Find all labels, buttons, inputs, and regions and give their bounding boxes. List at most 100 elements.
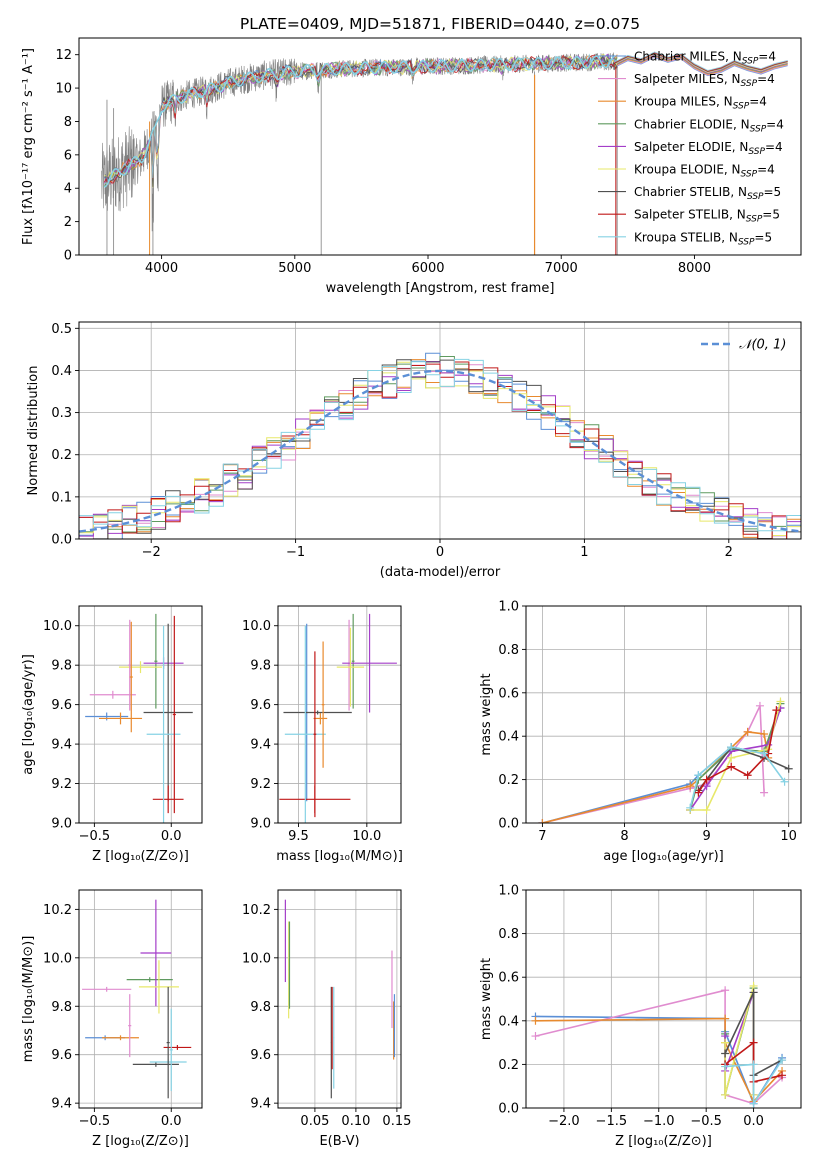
legend-label-subscript: SSP bbox=[742, 57, 759, 67]
age_vs_mass-ytick-label: 10.0 bbox=[242, 619, 271, 634]
residuals-ytick-label: 0.4 bbox=[51, 364, 72, 379]
mass_weight_vs_Z-xlabel: Z [log₁₀(Z/Z⊙)] bbox=[615, 1134, 712, 1149]
legend-label-value: =4 bbox=[766, 117, 784, 131]
residuals-xtick-label: 1 bbox=[580, 545, 588, 560]
mass-weight-marker bbox=[702, 805, 711, 814]
legend-label-value: =4 bbox=[749, 95, 767, 109]
mass-weight-marker bbox=[772, 706, 781, 715]
age_vs_Z-ytick-label: 9.2 bbox=[51, 777, 72, 792]
mass_weight_vs_age-ytick-label: 0.8 bbox=[498, 643, 519, 658]
legend-label-subscript: SSP bbox=[747, 192, 764, 202]
spectrum-model-line bbox=[103, 55, 616, 188]
age_vs_mass-xtick-label: 9.5 bbox=[288, 829, 309, 844]
mass-weight-marker bbox=[721, 1014, 730, 1023]
mass_vs_ebv-ytick-label: 9.6 bbox=[250, 1048, 271, 1063]
residuals-xlabel: (data-model)/error bbox=[380, 565, 501, 580]
mass_weight_vs_Z-ytick-label: 0.4 bbox=[498, 1014, 519, 1029]
legend-entry-label: Chabrier STELIB, NSSP=5 bbox=[634, 185, 781, 202]
mass_weight_vs_Z-ytick-label: 0.0 bbox=[498, 1102, 519, 1117]
mass_vs_Z-ytick-label: 9.6 bbox=[51, 1048, 72, 1063]
mass-weight-marker bbox=[760, 788, 769, 797]
age_vs_mass-xtick-label: 10.0 bbox=[352, 829, 381, 844]
age_vs_mass-plot-area bbox=[279, 613, 397, 823]
legend-entry-label: Salpeter STELIB, NSSP=5 bbox=[634, 208, 780, 225]
mass_weight_vs_age-xlabel: age [log₁₀(age/yr)] bbox=[603, 849, 724, 864]
mass-weight-marker bbox=[780, 777, 789, 786]
age_vs_Z-ytick-label: 9.8 bbox=[51, 659, 72, 674]
mass-weight-marker bbox=[721, 1062, 730, 1071]
spectrum-ylabel: Flux [fλ10⁻¹⁷ erg cm⁻² s⁻¹ A⁻¹] bbox=[21, 48, 36, 245]
legend-label-value: =4 bbox=[757, 72, 775, 86]
mass_vs_Z-ytick-label: 9.8 bbox=[51, 1000, 72, 1015]
legend-label-value: =4 bbox=[758, 50, 776, 64]
age_vs_Z-ytick-label: 9.4 bbox=[51, 738, 72, 753]
mass_weight_vs_Z-xtick-label: −2.0 bbox=[548, 1114, 580, 1129]
age_vs_Z-xlabel: Z [log₁₀(Z/Z⊙)] bbox=[92, 849, 189, 864]
mass_vs_Z-ytick-label: 10.2 bbox=[43, 903, 72, 918]
mass_weight_vs_age-ytick-label: 0.0 bbox=[498, 817, 519, 832]
residuals-panel: −2 −1 0 1 2 0.0 0.1 0.2 0.3 0.4 0.5 (data-model)/er… bbox=[26, 321, 802, 580]
legend-label-subscript: SSP bbox=[750, 124, 767, 134]
mass-weight-marker bbox=[538, 819, 547, 823]
mass_weight_vs_age-xtick-label: 9 bbox=[702, 829, 710, 844]
mass_vs_ebv-panel: 0.05 0.10 0.15 9.4 9.6 9.8 10.0 10.2 E(B-V) bbox=[242, 889, 411, 1149]
plot-layer: 4000 5000 6000 7000 8000024681012wavelength … bbox=[21, 37, 802, 1149]
mass-weight-line bbox=[697, 710, 778, 794]
spectrum-xtick-label: 4000 bbox=[145, 261, 178, 276]
legend-label-text: Kroupa ELODIE, N bbox=[634, 163, 741, 177]
legend-label-value: =5 bbox=[764, 185, 782, 199]
spectrum-panel: 4000 5000 6000 7000 8000 0 2 4 6 8 10 12 wavelength … bbox=[21, 37, 802, 296]
mass_vs_Z-xtick-label: 0.0 bbox=[161, 1114, 182, 1129]
mass_weight_vs_Z-ytick-label: 0.8 bbox=[498, 927, 519, 942]
legend-label-text: Chabrier ELODIE, N bbox=[634, 117, 750, 131]
spectrum-plot-area bbox=[101, 51, 788, 255]
mass_weight_vs_Z-panel: −2.0 −1.5 −1.0 −0.5 0.0 0.0 0.2 0.4 0.6 0.8 1.0 Z [… bbox=[479, 884, 802, 1149]
mass_weight_vs_Z-ytick-label: 1.0 bbox=[498, 884, 519, 899]
residuals-ytick-label: 0.0 bbox=[51, 533, 72, 548]
spectrum-ytick-label: 2 bbox=[64, 215, 72, 230]
mass_weight_vs_age-axes-frame bbox=[525, 605, 802, 824]
mass_weight_vs_Z-axes-frame bbox=[525, 889, 802, 1109]
spectrum-ytick-label: 6 bbox=[64, 148, 72, 163]
mass-weight-marker bbox=[749, 1099, 758, 1108]
legend-entry-label: Salpeter MILES, NSSP=4 bbox=[634, 72, 775, 89]
mass-weight-marker bbox=[686, 803, 695, 812]
residuals-xtick-label: −2 bbox=[142, 545, 161, 560]
legend-entry-label: Kroupa MILES, NSSP=4 bbox=[634, 95, 767, 112]
mass_weight_vs_age-ytick-label: 0.4 bbox=[498, 730, 519, 745]
residual-histogram-step bbox=[79, 361, 801, 536]
mass-weight-marker bbox=[727, 753, 736, 762]
mass_weight_vs_Z-plot-area bbox=[531, 981, 787, 1108]
age_vs_Z-xtick-label: 0.0 bbox=[161, 829, 182, 844]
spectrum-data-line bbox=[101, 52, 618, 232]
age_vs_mass-ytick-label: 9.0 bbox=[250, 817, 271, 832]
mass_weight_vs_Z-xtick-label: 0.0 bbox=[743, 1114, 764, 1129]
age_vs_mass-xlabel: mass [log₁₀(M/M⊙)] bbox=[276, 849, 403, 864]
residuals-xtick-label: 0 bbox=[436, 545, 444, 560]
mass_weight_vs_age-panel: 7 8 9 10 0.0 0.2 0.4 0.6 0.8 1.0 age [log₁₀(age/yr… bbox=[479, 600, 802, 864]
mass-weight-marker bbox=[694, 788, 703, 797]
spectrum-ytick-label: 8 bbox=[64, 115, 72, 130]
legend-label-subscript: SSP bbox=[741, 170, 758, 180]
mass_vs_ebv-xtick-label: 0.10 bbox=[341, 1114, 370, 1129]
legend-label-text: Kroupa MILES, N bbox=[634, 95, 733, 109]
mass_weight_vs_Z-xtick-label: −1.0 bbox=[643, 1114, 675, 1129]
spectrum-axes-frame bbox=[78, 37, 802, 256]
mass-weight-marker bbox=[749, 1060, 758, 1069]
legend-label-subscript: SSP bbox=[748, 147, 765, 157]
residuals-plot-area bbox=[79, 352, 801, 539]
legend-entry-label: Kroupa STELIB, NSSP=5 bbox=[634, 230, 772, 247]
mass_vs_ebv-axes-frame bbox=[277, 889, 402, 1109]
legend-label-subscript: SSP bbox=[738, 237, 755, 247]
mass_vs_ebv-xtick-label: 0.15 bbox=[382, 1114, 411, 1129]
mass-weight-marker bbox=[702, 775, 711, 784]
age_vs_mass-ytick-label: 9.4 bbox=[250, 738, 271, 753]
mass-weight-marker bbox=[531, 1016, 540, 1025]
age_vs_mass-ytick-label: 9.6 bbox=[250, 698, 271, 713]
mass-weight-marker bbox=[743, 771, 752, 780]
legend-label-text: Chabrier MILES, N bbox=[634, 50, 742, 64]
mass_weight_vs_age-ytick-label: 0.2 bbox=[498, 773, 519, 788]
age_vs_Z-xtick-label: −0.5 bbox=[79, 829, 111, 844]
age_vs_mass-ytick-label: 9.8 bbox=[250, 659, 271, 674]
mass_vs_Z-panel: −0.5 0.0 9.4 9.6 9.8 10.0 10.2 Z [log₁₀(Z/Z⊙)] m… bbox=[21, 889, 203, 1149]
